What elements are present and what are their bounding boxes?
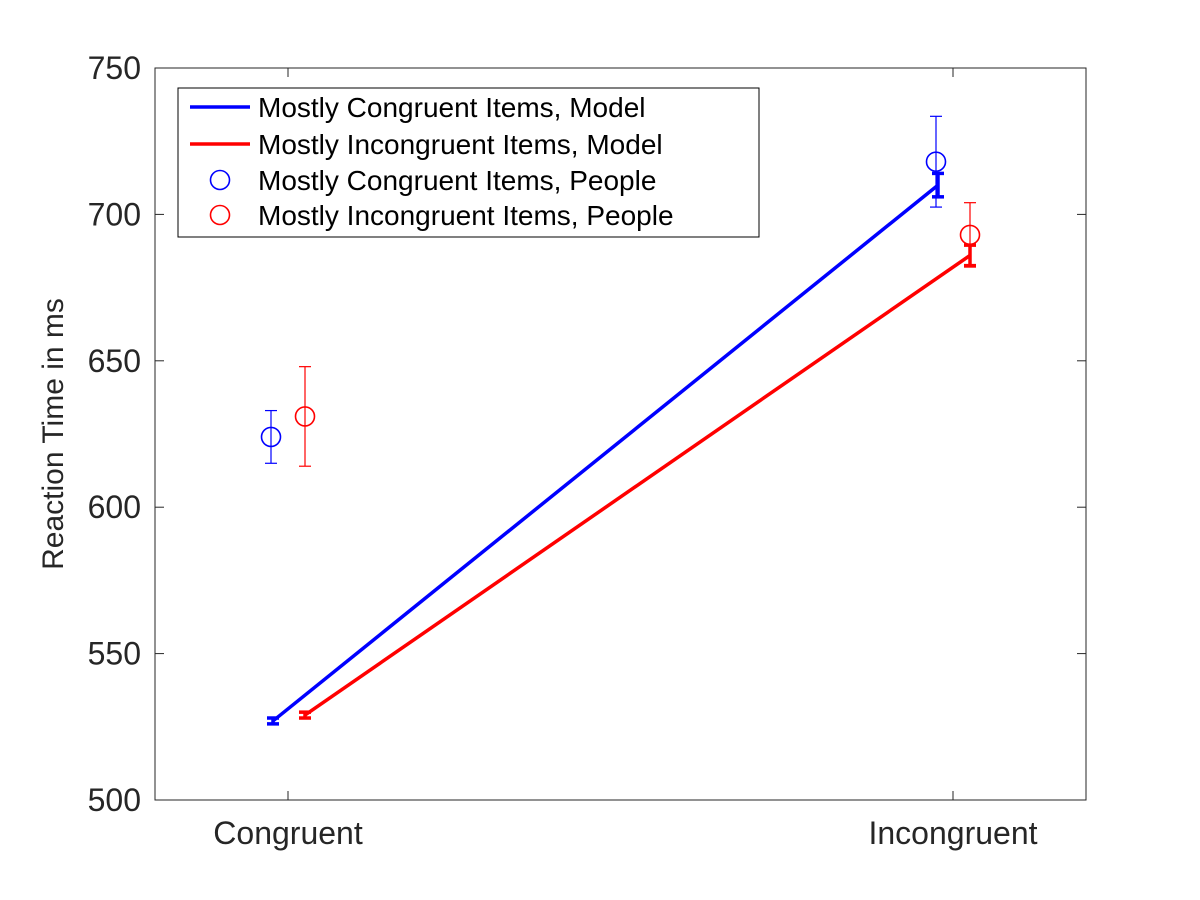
legend-label: Mostly Incongruent Items, Model xyxy=(258,129,663,160)
x-tick-label: Incongruent xyxy=(868,815,1037,851)
people-series-0 xyxy=(260,115,947,464)
y-tick-label: 650 xyxy=(88,343,141,379)
people-point xyxy=(294,406,316,427)
plot-frame xyxy=(154,67,1087,801)
y-tick-label: 550 xyxy=(88,636,141,672)
legend-marker-swatch xyxy=(209,204,231,226)
people-series-1 xyxy=(294,202,981,467)
data-marks xyxy=(260,115,981,726)
y-tick-label: 750 xyxy=(88,50,141,86)
y-tick-label: 500 xyxy=(88,782,141,818)
model-line xyxy=(271,183,940,723)
legend-box xyxy=(177,87,760,238)
people-point xyxy=(260,426,282,448)
model-line xyxy=(304,253,971,717)
y-tick-label: 700 xyxy=(88,196,141,232)
legend-label: Mostly Congruent Items, Model xyxy=(258,92,646,123)
legend-label: Mostly Incongruent Items, People xyxy=(258,200,674,231)
x-tick-label: Congruent xyxy=(213,815,363,851)
people-point xyxy=(925,151,947,172)
y-tick-label: 600 xyxy=(88,489,141,525)
model-series-0 xyxy=(267,171,944,726)
people-point xyxy=(959,224,981,246)
y-axis-label: Reaction Time in ms xyxy=(37,298,70,570)
legend: Mostly Congruent Items, Model Mostly Inco… xyxy=(177,87,760,238)
legend-label: Mostly Congruent Items, People xyxy=(258,165,656,196)
axis-ticks: 500 550 600 650 700 750 Congruent Incongruent xyxy=(88,50,1086,851)
legend-marker-swatch xyxy=(209,169,231,191)
